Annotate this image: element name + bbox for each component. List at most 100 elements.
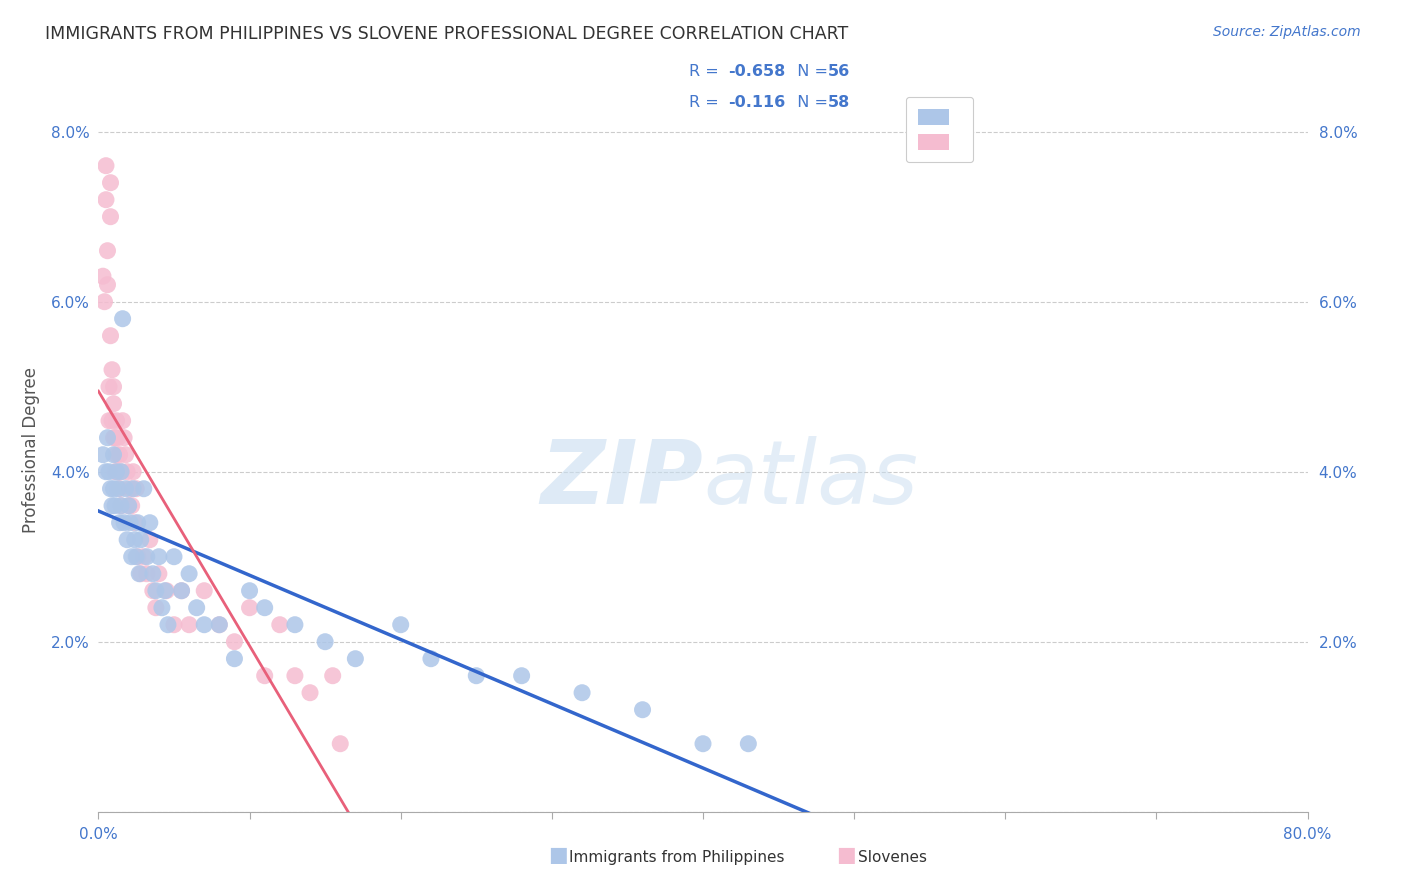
Point — [129, 533, 152, 547]
Text: Source: ZipAtlas.com: Source: ZipAtlas.com — [1213, 25, 1361, 39]
Point — [163, 549, 186, 564]
Point — [94, 159, 117, 173]
Point — [170, 583, 193, 598]
Point — [135, 549, 157, 564]
Point — [420, 651, 443, 665]
Point — [145, 583, 167, 598]
Point — [125, 482, 148, 496]
Point — [179, 566, 201, 581]
Point — [193, 617, 215, 632]
Point — [96, 244, 118, 258]
Point — [299, 686, 322, 700]
Point — [103, 380, 125, 394]
Point — [98, 414, 121, 428]
Point — [100, 176, 122, 190]
Point — [108, 448, 131, 462]
Point — [322, 669, 344, 683]
Point — [135, 566, 157, 581]
Point — [115, 465, 138, 479]
Point — [510, 669, 533, 683]
Point — [631, 703, 654, 717]
Point — [107, 482, 129, 496]
Point — [100, 482, 122, 496]
Point — [124, 516, 146, 530]
Point — [208, 617, 231, 632]
Point — [284, 669, 307, 683]
Point — [96, 277, 118, 292]
Text: ZIP: ZIP — [540, 436, 703, 523]
Point — [148, 566, 170, 581]
Point — [118, 499, 141, 513]
Point — [193, 583, 215, 598]
Point — [132, 482, 155, 496]
Point — [129, 566, 152, 581]
Point — [104, 499, 127, 513]
Text: -0.116: -0.116 — [728, 95, 786, 110]
Text: N =: N = — [787, 64, 834, 78]
Point — [128, 566, 150, 581]
Point — [108, 482, 131, 496]
Point — [314, 634, 336, 648]
Text: N =: N = — [787, 95, 834, 110]
Point — [98, 465, 121, 479]
Text: 58: 58 — [828, 95, 851, 110]
Point — [107, 465, 129, 479]
Point — [186, 600, 208, 615]
Text: ■: ■ — [837, 846, 856, 865]
Point — [571, 686, 593, 700]
Text: IMMIGRANTS FROM PHILIPPINES VS SLOVENE PROFESSIONAL DEGREE CORRELATION CHART: IMMIGRANTS FROM PHILIPPINES VS SLOVENE P… — [45, 25, 848, 43]
Legend: , : , — [907, 97, 973, 162]
Point — [107, 431, 129, 445]
Point — [100, 328, 122, 343]
Point — [98, 380, 121, 394]
Point — [170, 583, 193, 598]
Point — [121, 499, 143, 513]
Point — [155, 583, 177, 598]
Point — [150, 600, 173, 615]
Point — [112, 431, 135, 445]
Point — [108, 516, 131, 530]
Point — [96, 431, 118, 445]
Point — [105, 465, 128, 479]
Point — [103, 482, 125, 496]
Text: Immigrants from Philippines: Immigrants from Philippines — [569, 850, 785, 865]
Point — [127, 516, 149, 530]
Text: Slovenes: Slovenes — [858, 850, 927, 865]
Point — [111, 311, 134, 326]
Point — [139, 516, 162, 530]
Point — [103, 431, 125, 445]
Point — [139, 533, 162, 547]
Point — [145, 600, 167, 615]
Point — [114, 482, 136, 496]
Point — [142, 566, 165, 581]
Text: R =: R = — [689, 64, 724, 78]
Text: -0.658: -0.658 — [728, 64, 786, 78]
Point — [239, 583, 262, 598]
Point — [125, 549, 148, 564]
Point — [132, 549, 155, 564]
Point — [118, 499, 141, 513]
Point — [269, 617, 291, 632]
Point — [101, 362, 124, 376]
Text: 56: 56 — [828, 64, 851, 78]
Point — [93, 294, 115, 309]
Point — [284, 617, 307, 632]
Point — [115, 533, 138, 547]
Point — [179, 617, 201, 632]
Point — [100, 210, 122, 224]
Point — [104, 465, 127, 479]
Point — [105, 448, 128, 462]
Point — [239, 600, 262, 615]
Point — [101, 499, 124, 513]
Point — [120, 482, 142, 496]
Point — [163, 617, 186, 632]
Point — [105, 414, 128, 428]
Point — [124, 533, 146, 547]
Point — [91, 448, 114, 462]
Point — [148, 549, 170, 564]
Point — [253, 600, 276, 615]
Point — [153, 583, 176, 598]
Point — [111, 414, 134, 428]
Text: atlas: atlas — [703, 436, 918, 523]
Point — [208, 617, 231, 632]
